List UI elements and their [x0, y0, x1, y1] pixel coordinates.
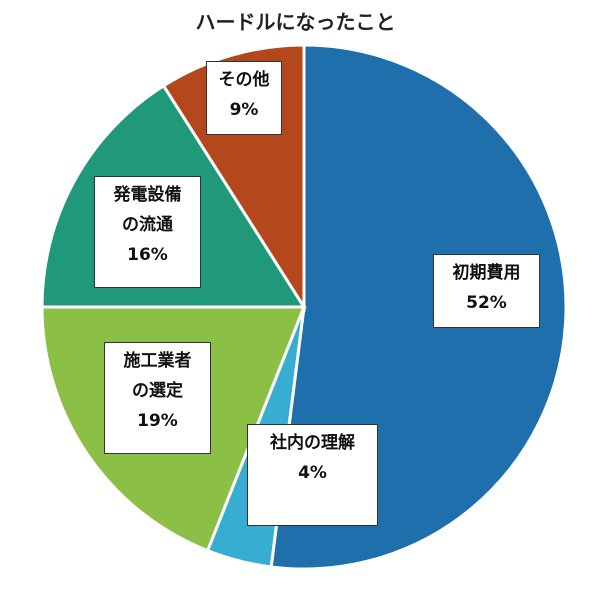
slice-label-4: その他 9% [206, 61, 282, 135]
slice-value-label: 16% [127, 244, 168, 265]
slice-name-line: その他 [218, 70, 270, 90]
slice-name-line: 発電設備 [113, 185, 182, 205]
slice-value-label: 4% [298, 462, 327, 483]
slice-name-line: 施工業者 [123, 351, 192, 371]
slice-value-label: 9% [229, 99, 259, 120]
slice-label-1: 社内の理解 4% [247, 424, 378, 526]
slice-name-line: の選定 [132, 380, 183, 401]
chart-title: ハードルになったこと [195, 10, 396, 34]
slice-label-2: 施工業者の選定 19% [104, 342, 211, 454]
slice-label-3: 発電設備の流通 16% [94, 176, 201, 288]
slice-label-0: 初期費用 52% [433, 254, 540, 328]
slice-name-line: 初期費用 [452, 263, 521, 283]
slice-name-line: の流通 [122, 214, 173, 235]
slice-value-label: 52% [466, 292, 507, 313]
slice-value-label: 19% [137, 410, 178, 431]
slice-name-line: 社内の理解 [270, 433, 355, 453]
